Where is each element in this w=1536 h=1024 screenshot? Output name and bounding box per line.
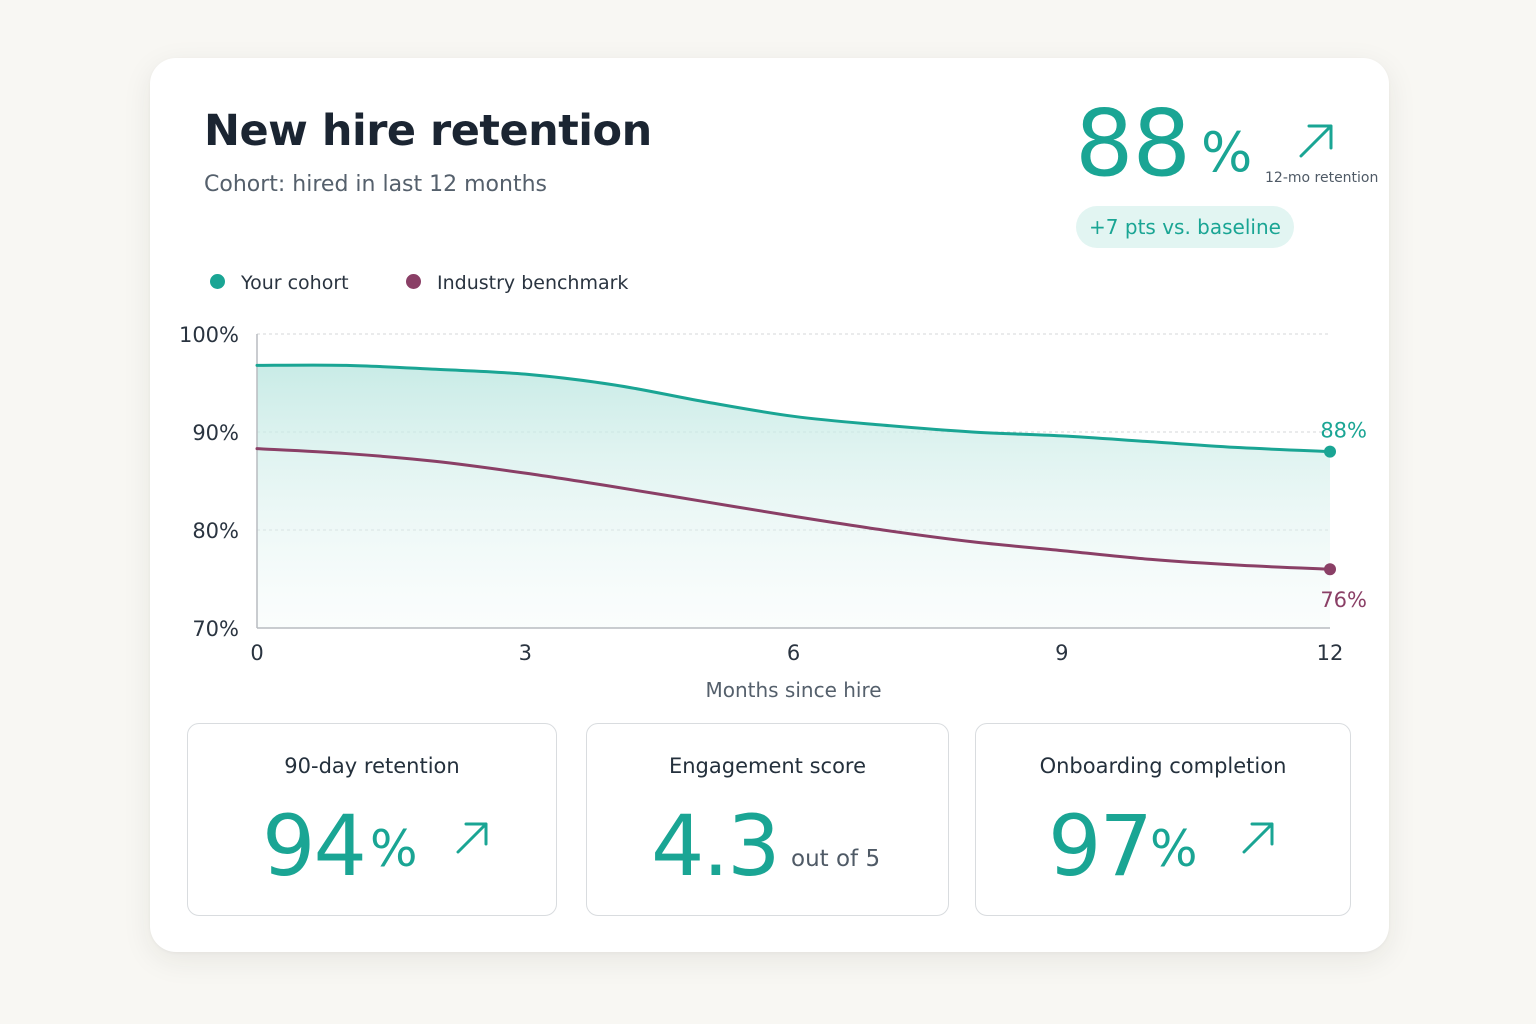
x-axis-label: Months since hire [705,678,881,702]
x-tick-label: 12 [1317,641,1344,665]
arrow-up-right-icon [1242,822,1274,854]
y-tick-label: 100% [179,323,239,347]
baseline-badge: +7 pts vs. baseline [1076,206,1294,248]
metric-unit: % [370,820,418,878]
arrow-up-right-icon [456,822,488,854]
headline-caption: 12-mo retention [1265,170,1379,186]
metric-card-90-day-retention: 90-day retention 94 % [187,723,557,916]
retention-line-chart: 100% 90% 80% 70% 0 3 6 9 12 Months since hire 88% 7… [179,323,1367,702]
y-tick-label: 90% [192,421,239,445]
end-point [1324,445,1336,458]
x-tick-label: 6 [787,641,800,665]
y-tick-label: 70% [192,617,239,641]
metric-card-onboarding-completion: Onboarding completion 97 % [975,723,1351,916]
metric-label: Onboarding completion [1039,754,1287,778]
legend-item-your-cohort: Your cohort [210,270,349,296]
headline-metric: 88 % 12-mo retention [1075,90,1379,234]
metric-label: 90-day retention [284,754,460,778]
metric-value: 4.3 [651,797,781,895]
headline-value: 88 [1075,90,1191,197]
card-title: New hire retention [204,106,652,156]
legend-label: Industry benchmark [437,272,629,294]
series-line-your-cohort [255,363,1332,454]
legend-label: Your cohort [241,272,349,294]
series-line-industry-benchmark [255,447,1332,571]
end-point [1324,563,1336,576]
metric-unit: % [1150,820,1198,878]
x-tick-label: 0 [250,641,263,665]
arrow-up-right-icon [1299,124,1333,158]
cohort-area [257,365,1330,628]
data-label: 88% [1320,419,1367,443]
metric-suffix: out of 5 [791,846,881,872]
data-label: 76% [1320,588,1367,612]
metric-label: Engagement score [668,754,867,778]
metric-card-engagement-score: Engagement score 4.3 out of 5 [586,723,949,916]
headline-unit: % [1201,121,1253,184]
legend-item-industry-benchmark: Industry benchmark [406,270,628,296]
card-subtitle: Cohort: hired in last 12 months [204,172,547,197]
legend-dot-icon [210,274,225,289]
metric-value: 94 [262,797,367,895]
y-tick-label: 80% [192,519,239,543]
retention-card: New hire retention Cohort: hired in last… [150,58,1389,952]
x-tick-label: 3 [519,641,532,665]
x-tick-label: 9 [1055,641,1068,665]
legend-dot-icon [406,274,421,289]
metric-value: 97 [1048,797,1153,895]
